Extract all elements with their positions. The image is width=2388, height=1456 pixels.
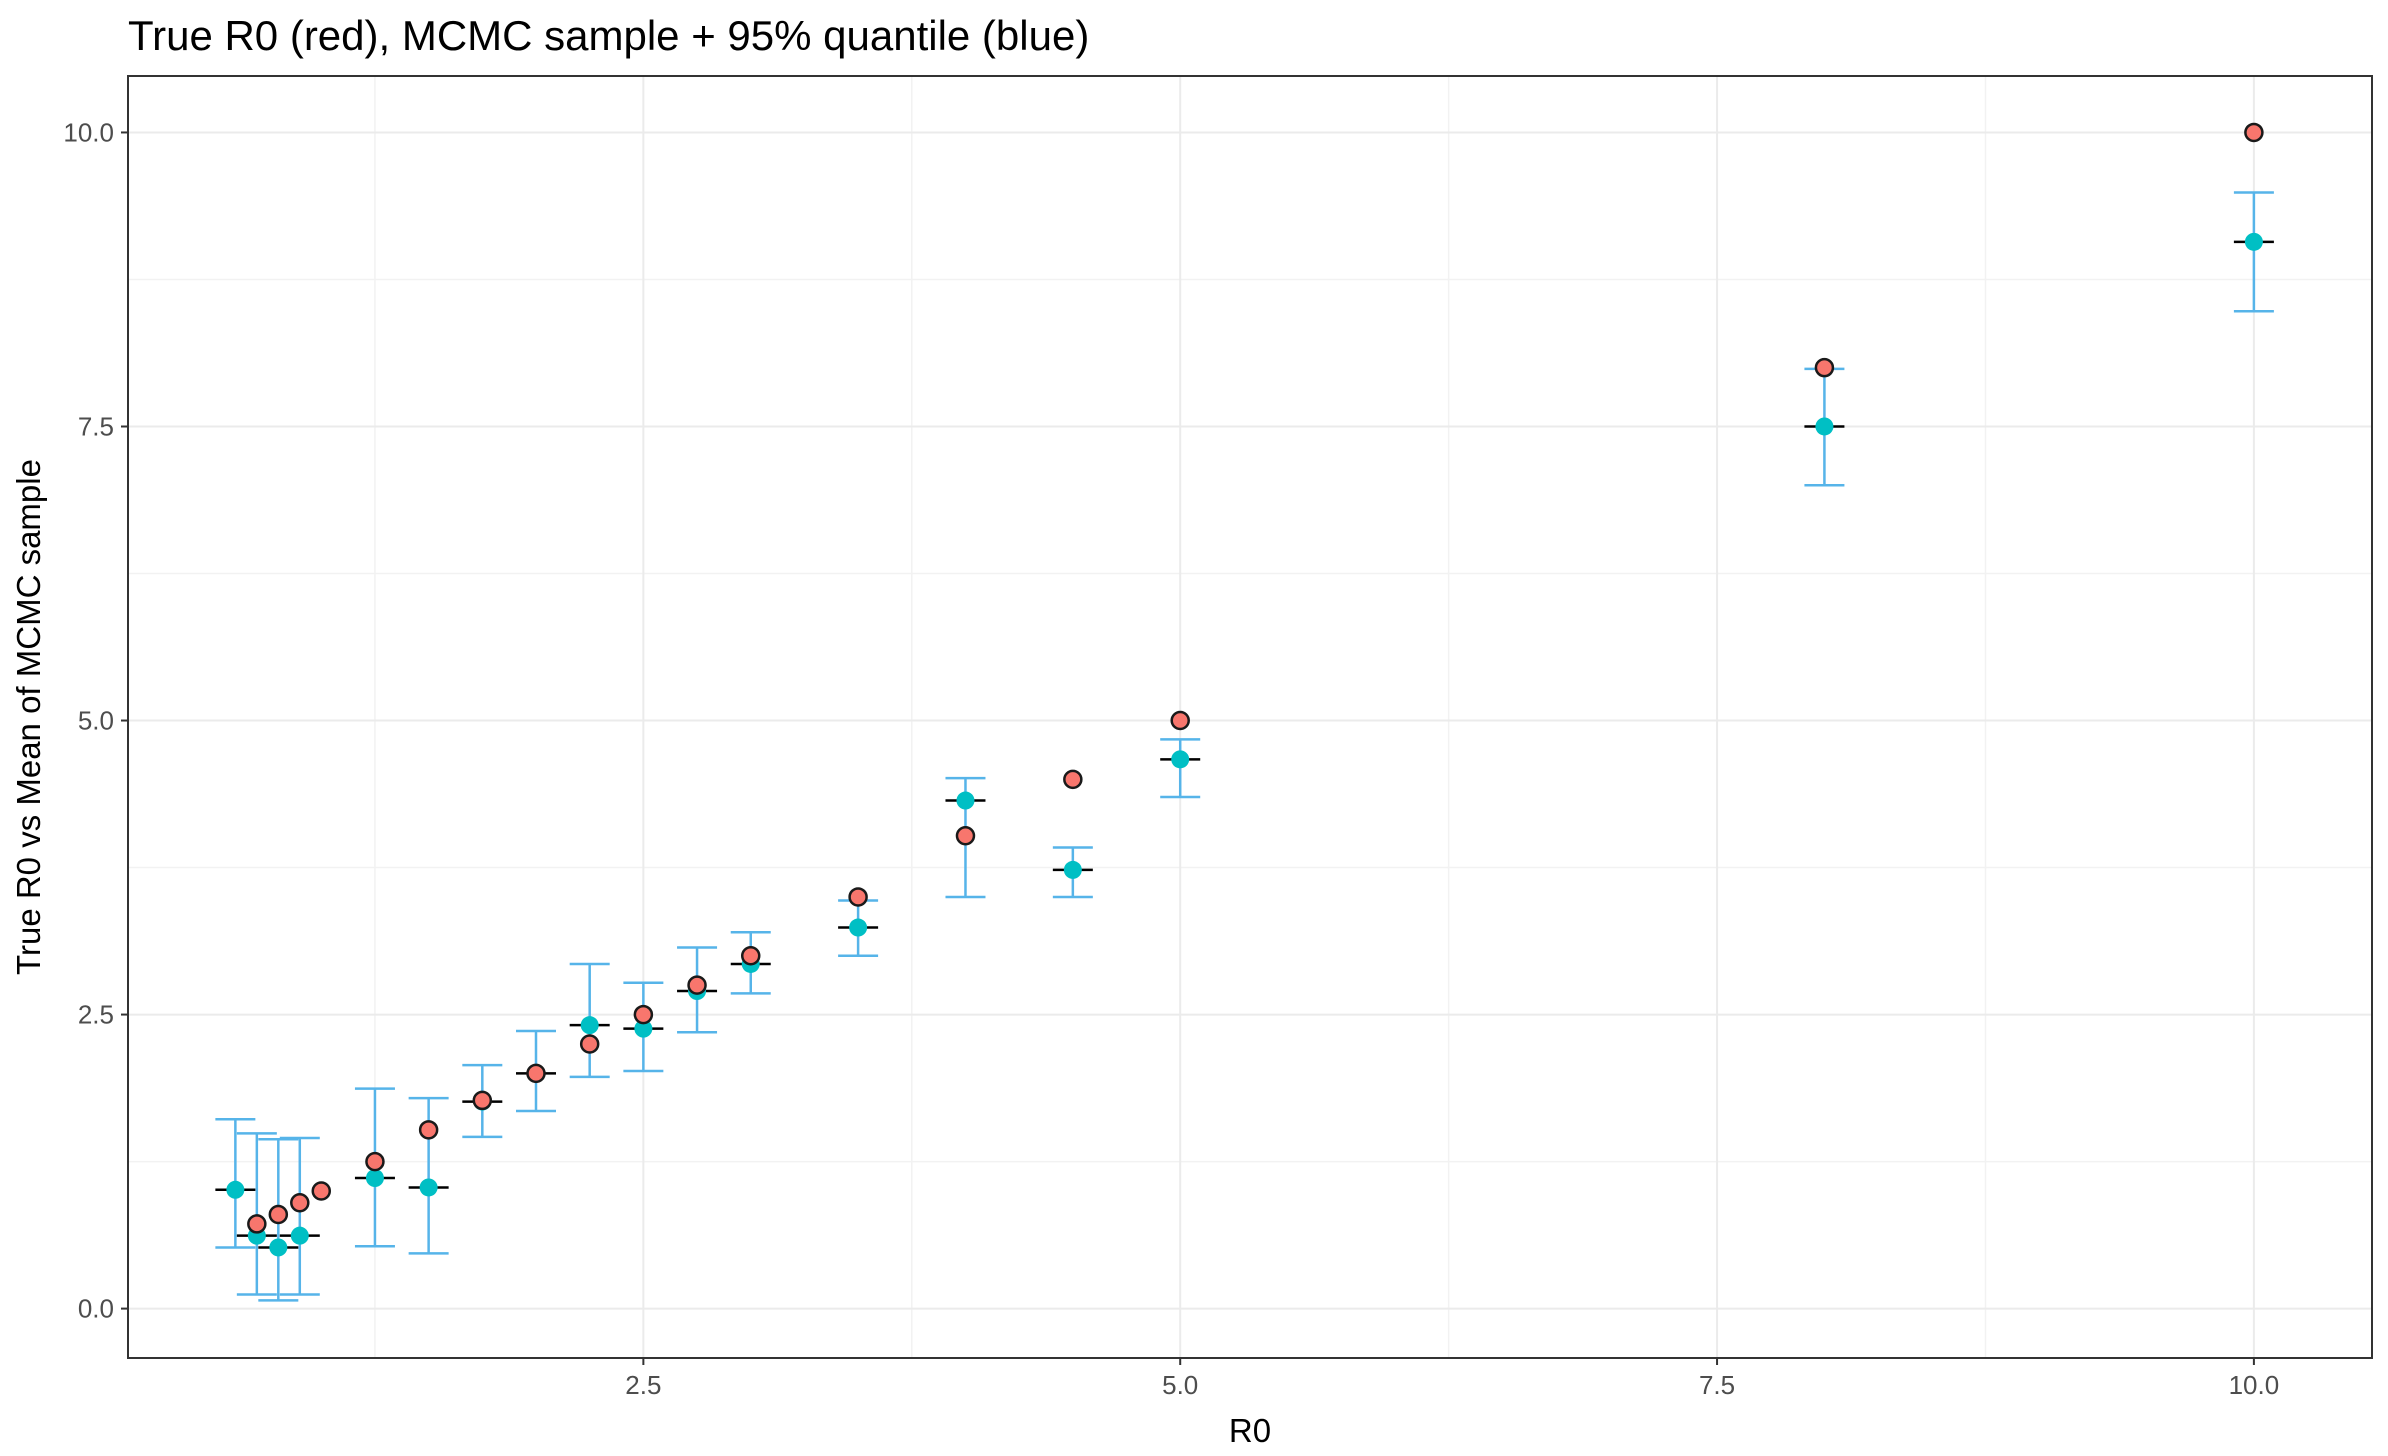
mcmc-mean-point (290, 1226, 309, 1245)
y-tick-label: 2.5 (78, 1000, 114, 1030)
plot-border (127, 75, 2373, 1359)
y-tick-label: 10.0 (63, 117, 114, 147)
true-r0-point (290, 1192, 310, 1213)
true-r0-point (472, 1090, 493, 1111)
true-r0-point (687, 975, 707, 995)
true-r0-point (1814, 357, 1835, 378)
plot-panel (128, 76, 2372, 1358)
true-r0-point (2244, 122, 2264, 143)
mcmc-mean-point (1815, 417, 1834, 436)
true-r0-point (1170, 710, 1190, 731)
mcmc-mean-point (2244, 232, 2263, 251)
y-tick-label: 5.0 (78, 706, 114, 736)
y-axis-title: True R0 vs Mean of MCMC sample (10, 459, 47, 975)
true-r0-point (365, 1151, 385, 1172)
true-r0-point (1063, 769, 1083, 790)
y-axis: 0.0 2.5 5.0 7.5 10.0 (63, 117, 128, 1324)
mcmc-mean-point (419, 1178, 438, 1197)
y-tick-label: 7.5 (78, 411, 114, 441)
mcmc-mean-point (365, 1169, 384, 1188)
true-r0-point (740, 946, 761, 966)
true-r0-point (526, 1063, 546, 1084)
true-r0-point (268, 1204, 289, 1225)
x-axis-title: R0 (1229, 1412, 1271, 1449)
y-tick-label: 0.0 (78, 1294, 114, 1324)
true-r0-point (247, 1214, 267, 1234)
x-axis: 2.5 5.0 7.5 10.0 (625, 1358, 2279, 1400)
mcmc-mean-point (1171, 750, 1190, 769)
mcmc-mean-point (580, 1016, 599, 1035)
x-tick-label: 5.0 (1162, 1370, 1198, 1400)
mcmc-mean-point (956, 791, 975, 810)
true-r0-point (955, 826, 976, 846)
true-r0-point (633, 1004, 654, 1025)
mcmc-mean-point (269, 1238, 288, 1257)
true-r0-point (311, 1181, 332, 1201)
mcmc-mean-point (226, 1180, 245, 1199)
true-points (247, 122, 2264, 1234)
x-tick-label: 2.5 (625, 1370, 661, 1400)
mcmc-mean-point (1063, 860, 1082, 879)
mcmc-mean-point (634, 1019, 653, 1038)
chart-title: True R0 (red), MCMC sample + 95% quantil… (128, 12, 1089, 59)
true-r0-point (848, 887, 868, 907)
x-tick-label: 7.5 (1699, 1370, 1735, 1400)
true-r0-point (418, 1120, 439, 1140)
x-tick-label: 10.0 (2229, 1370, 2280, 1400)
grid-minor (128, 76, 2372, 1358)
true-r0-point (579, 1034, 600, 1054)
mcmc-mean-point (849, 918, 868, 937)
